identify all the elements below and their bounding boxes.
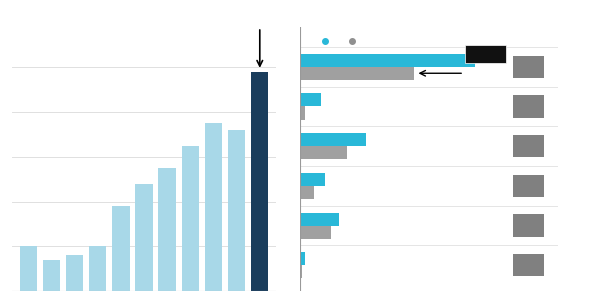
FancyBboxPatch shape: [231, 11, 289, 27]
Bar: [300, 133, 366, 146]
Bar: [251, 72, 268, 291]
Bar: [300, 186, 314, 199]
Bar: [512, 254, 544, 276]
Bar: [205, 123, 222, 291]
Bar: [112, 206, 130, 291]
Bar: [43, 260, 60, 291]
Bar: [300, 252, 305, 265]
Bar: [512, 214, 544, 237]
FancyBboxPatch shape: [465, 45, 506, 62]
Bar: [300, 265, 302, 278]
Bar: [300, 54, 475, 67]
Bar: [512, 56, 544, 78]
Bar: [300, 67, 413, 80]
Bar: [512, 175, 544, 197]
Bar: [512, 135, 544, 157]
Bar: [66, 255, 83, 291]
Bar: [89, 246, 106, 291]
Bar: [300, 106, 305, 119]
Bar: [300, 93, 320, 106]
Bar: [136, 184, 152, 291]
Bar: [182, 146, 199, 291]
Bar: [512, 95, 544, 118]
Bar: [300, 226, 331, 239]
Bar: [300, 173, 325, 186]
Bar: [228, 130, 245, 291]
Bar: [158, 168, 176, 291]
Bar: [300, 212, 339, 226]
Bar: [20, 246, 37, 291]
Bar: [300, 146, 347, 159]
